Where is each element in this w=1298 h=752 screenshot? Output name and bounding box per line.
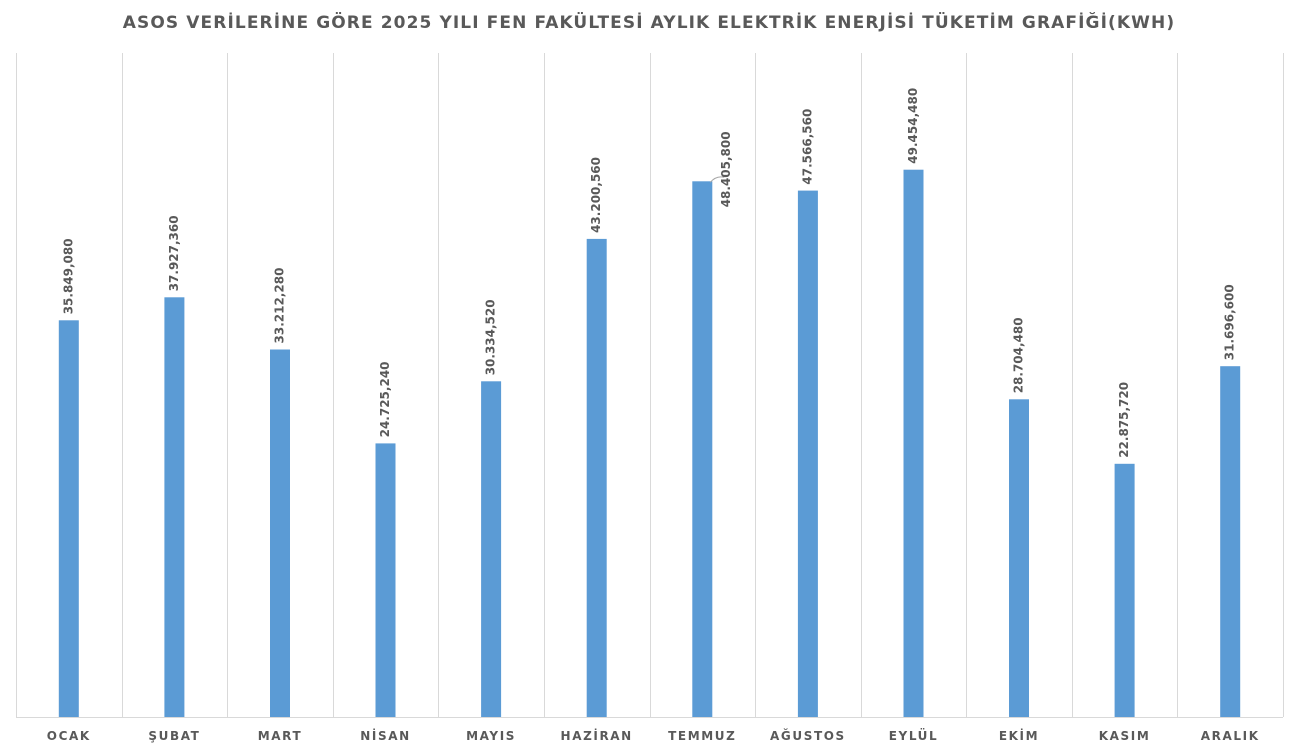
category-label: MAYIS [466, 729, 516, 743]
bar [58, 320, 79, 717]
bar [692, 181, 713, 718]
bar [164, 297, 185, 717]
data-label: 22.875,720 [1117, 382, 1131, 458]
bars [58, 169, 1241, 718]
category-label: MART [258, 729, 303, 743]
category-label: ŞUBAT [148, 729, 200, 743]
data-label: 37.927,360 [167, 215, 181, 291]
bar [1220, 366, 1241, 717]
data-label: 35.849,080 [61, 238, 75, 314]
data-label: 48.405,800 [719, 131, 733, 207]
category-label: HAZİRAN [561, 728, 633, 743]
bar [270, 349, 290, 717]
data-label: 31.696,600 [1223, 284, 1237, 360]
chart-title: ASOS VERİLERİNE GÖRE 2025 YILI FEN FAKÜL… [122, 13, 1176, 33]
category-label: OCAK [47, 729, 91, 743]
data-label: 49.454,480 [906, 88, 920, 164]
bar [481, 381, 502, 717]
category-label: ARALIK [1201, 729, 1260, 743]
x-axis: OCAK ŞUBAT MART NİSAN MAYIS HAZİRAN TEMMUZ AĞUS… [16, 717, 1283, 743]
category-label: TEMMUZ [668, 729, 736, 743]
data-label: 43.200,560 [589, 157, 603, 233]
bar [586, 238, 607, 717]
bar [375, 443, 396, 717]
data-label: 30.334,520 [484, 299, 498, 375]
category-label: NİSAN [360, 728, 410, 743]
bar [797, 190, 818, 718]
data-label: 33.212,280 [273, 268, 287, 344]
data-labels: 35.849,080 37.927,360 33.212,280 24.725,240… [61, 88, 1236, 458]
data-label: 24.725,240 [378, 361, 392, 437]
leader-line [709, 176, 725, 183]
category-label: EKİM [999, 728, 1039, 743]
category-label: AĞUSTOS [770, 728, 846, 743]
category-label: EYLÜL [889, 728, 939, 743]
bar [903, 169, 924, 717]
bar [1114, 463, 1135, 717]
category-label: KASIM [1099, 729, 1151, 743]
bar [1009, 399, 1029, 717]
data-label: 28.704,480 [1012, 317, 1026, 393]
data-label: 47.566,560 [800, 109, 814, 185]
grid-lines [16, 53, 1284, 717]
